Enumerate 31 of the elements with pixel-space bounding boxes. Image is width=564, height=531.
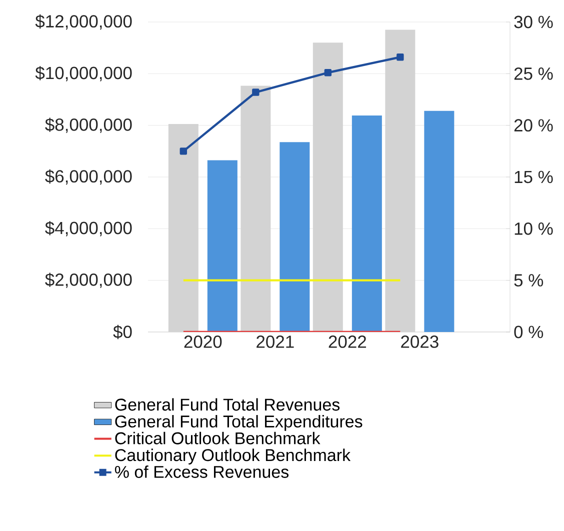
point: [324, 69, 332, 76]
y2-tick-label: 20 %: [514, 119, 553, 132]
y2-tick-label: 0 %: [514, 326, 544, 338]
y-tick-label: $10,000,000: [35, 66, 132, 82]
legend-label: General Fund Total Expenditures: [115, 415, 362, 431]
x-tick-label: 2023: [401, 336, 438, 348]
bar: [280, 142, 310, 332]
y-tick-label: $6,000,000: [45, 169, 132, 185]
point: [252, 88, 260, 96]
legend-label: Critical Outlook Benchmark: [115, 432, 320, 444]
legend-label: % of Excess Revenues: [114, 465, 289, 478]
point: [396, 54, 404, 61]
y2-tick-label: 25 %: [514, 67, 553, 80]
y2-tick-label: 10 %: [514, 222, 553, 235]
y2-tick-label: 15 %: [514, 170, 553, 184]
point: [180, 148, 188, 155]
y-tick-label: $2,000,000: [45, 272, 132, 288]
bar: [207, 160, 238, 332]
x-tick-label: 2021: [256, 336, 294, 348]
legend-label: General Fund Total Revenues: [115, 398, 340, 411]
y-tick-label: $8,000,000: [45, 118, 132, 133]
y-tick-label: $12,000,000: [35, 14, 132, 30]
y-tick-label: $4,000,000: [45, 221, 132, 236]
y2-tick-label: 30 %: [514, 16, 553, 28]
legend-label: Cautionary Outlook Benchmark: [115, 448, 351, 465]
y-tick-label: $0: [113, 324, 132, 340]
x-tick-label: 2020: [184, 336, 222, 348]
bar: [424, 110, 454, 332]
x-tick-label: 2022: [328, 336, 366, 348]
y2-tick-label: 5 %: [514, 274, 544, 286]
bar: [352, 116, 382, 332]
